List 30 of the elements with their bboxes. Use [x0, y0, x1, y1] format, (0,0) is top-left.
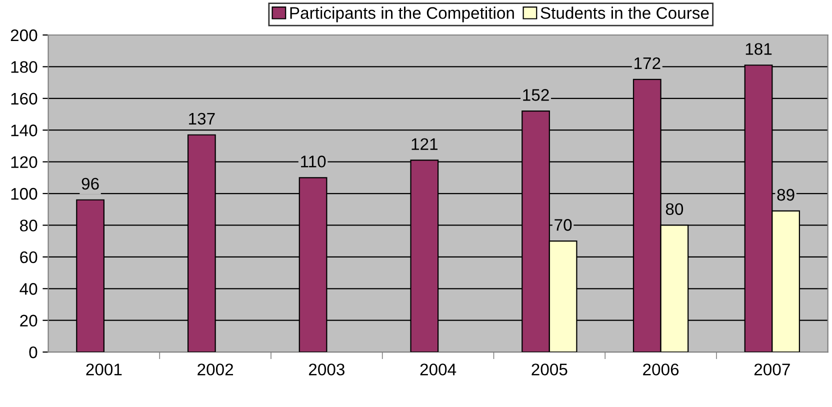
y-tick-label: 80 — [20, 220, 38, 232]
legend-label: Participants in the Competition — [290, 6, 514, 22]
y-tick-label: 200 — [10, 29, 38, 42]
y-tick-label: 120 — [11, 156, 38, 168]
y-tick-label: 160 — [11, 92, 38, 105]
data-label: 172 — [634, 57, 660, 69]
data-label: 89 — [777, 188, 794, 201]
y-tick-label: 60 — [20, 251, 38, 264]
x-tick-label: 2001 — [86, 364, 122, 376]
data-label: 70 — [554, 219, 572, 231]
x-tick-label: 2002 — [198, 364, 234, 376]
x-tick-label: 2006 — [643, 364, 679, 376]
data-label: 80 — [666, 203, 684, 215]
data-label: 137 — [189, 112, 215, 125]
y-tick-label: 40 — [20, 283, 38, 295]
y-tick-label: 0 — [29, 346, 38, 358]
x-tick-label: 2005 — [532, 364, 568, 376]
legend-label: Students in the Course — [540, 6, 709, 19]
data-label: 110 — [301, 156, 326, 168]
x-tick-label: 2007 — [754, 364, 790, 376]
y-tick-label: 180 — [11, 61, 38, 73]
y-tick-label: 100 — [11, 188, 38, 200]
data-label: 96 — [82, 178, 99, 190]
data-label: 181 — [746, 43, 772, 55]
data-label: 121 — [412, 138, 438, 150]
data-label: 152 — [523, 89, 549, 101]
y-tick-label: 140 — [11, 124, 38, 136]
y-tick-label: 20 — [20, 314, 38, 327]
x-tick-label: 2004 — [420, 364, 456, 376]
x-tick-label: 2003 — [308, 364, 344, 376]
